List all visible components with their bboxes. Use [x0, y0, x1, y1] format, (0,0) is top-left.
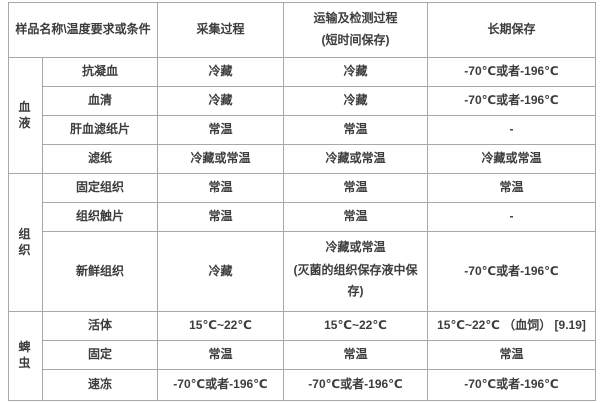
table-row: 速冻 -70℃或者-196℃ -70℃或者-196℃ -70℃或者-196℃: [9, 369, 596, 401]
sample-name: 活体: [42, 311, 158, 341]
transport-value: 15℃~22℃: [283, 311, 428, 341]
sample-name: 固定组织: [42, 173, 158, 203]
collect-value: 常温: [157, 173, 284, 203]
transport-value: -70℃或者-196℃: [283, 369, 428, 401]
header-transport-line2: (短时间保存): [321, 33, 390, 47]
table-row: 固定 常温 常温 常温: [9, 340, 596, 370]
sample-name: 肝血滤纸片: [42, 115, 158, 145]
longterm-value: 冷藏或常温: [427, 144, 596, 174]
sample-name: 组织触片: [42, 202, 158, 232]
table-row: 蜱虫 活体 15℃~22℃ 15℃~22℃ 15℃~22℃ （血饲） [9.19…: [8, 311, 596, 401]
transport-value-line1: 冷藏或常温: [325, 240, 386, 255]
sample-name: 滤纸: [42, 144, 158, 174]
table-row: 组 织 固定组织 常温 常温 常温: [8, 173, 596, 312]
transport-value: 冷藏或常温: [283, 144, 428, 174]
header-transport: 运输及检测过程 (短时间保存): [283, 2, 428, 58]
sample-name: 速冻: [42, 369, 158, 401]
longterm-value: -70℃或者-196℃: [427, 86, 596, 116]
longterm-value: -70℃或者-196℃: [427, 57, 596, 87]
collect-value: 15℃~22℃: [157, 311, 284, 341]
header-transport-line1: 运输及检测过程: [313, 11, 398, 26]
group-blood: 血 液: [8, 57, 43, 174]
sample-storage-table: 样品名称\温度要求或条件 采集过程 运输及检测过程 (短时间保存) 长期保存 血…: [8, 2, 596, 401]
collect-value: 冷藏或常温: [157, 144, 284, 174]
sample-name: 新鲜组织: [42, 231, 158, 312]
transport-value: 常温: [283, 173, 428, 203]
header-longterm: 长期保存: [427, 2, 596, 58]
longterm-value: 常温: [427, 340, 596, 370]
sample-name: 血清: [42, 86, 158, 116]
longterm-value: -70℃或者-196℃: [427, 369, 596, 401]
transport-value: 冷藏: [283, 86, 428, 116]
group-tissue: 组 织: [8, 173, 43, 312]
table-row: 血清 冷藏 冷藏 -70℃或者-196℃: [9, 86, 596, 116]
collect-value: 常温: [157, 115, 284, 145]
header-sample-name: 样品名称\温度要求或条件: [8, 2, 158, 58]
header-row: 样品名称\温度要求或条件 采集过程 运输及检测过程 (短时间保存) 长期保存: [8, 2, 596, 58]
header-collection: 采集过程: [157, 2, 284, 58]
longterm-value: -: [427, 115, 596, 145]
longterm-value: 15℃~22℃ （血饲） [9.19]: [427, 311, 596, 341]
table-row: 肝血滤纸片 常温 常温 -: [9, 115, 596, 145]
transport-value: 常温: [283, 340, 428, 370]
transport-value: 常温: [283, 202, 428, 232]
collect-value: 冷藏: [157, 57, 284, 87]
transport-value: 冷藏或常温 (灭菌的组织保存液中保存): [283, 231, 428, 312]
table-row: 血 液 抗凝血 冷藏 冷藏 -70℃或者-196℃: [8, 57, 596, 174]
collect-value: 常温: [157, 202, 284, 232]
transport-value-note: (灭菌的组织保存液中保存): [293, 262, 418, 299]
longterm-value: -: [427, 202, 596, 232]
table-row: 滤纸 冷藏或常温 冷藏或常温 冷藏或常温: [9, 144, 596, 174]
table-row: 新鲜组织 冷藏 冷藏或常温 (灭菌的组织保存液中保存) -70℃或者-196℃: [9, 231, 596, 312]
longterm-value: 常温: [427, 173, 596, 203]
transport-value: 冷藏: [283, 57, 428, 87]
collect-value: 常温: [157, 340, 284, 370]
sample-name: 固定: [42, 340, 158, 370]
group-tick: 蜱虫: [8, 311, 43, 401]
collect-value: 冷藏: [157, 86, 284, 116]
sample-name: 抗凝血: [42, 57, 158, 87]
transport-value: 常温: [283, 115, 428, 145]
longterm-value: -70℃或者-196℃: [427, 231, 596, 312]
collect-value: 冷藏: [157, 231, 284, 312]
table-row: 组织触片 常温 常温 -: [9, 202, 596, 232]
collect-value: -70℃或者-196℃: [157, 369, 284, 401]
